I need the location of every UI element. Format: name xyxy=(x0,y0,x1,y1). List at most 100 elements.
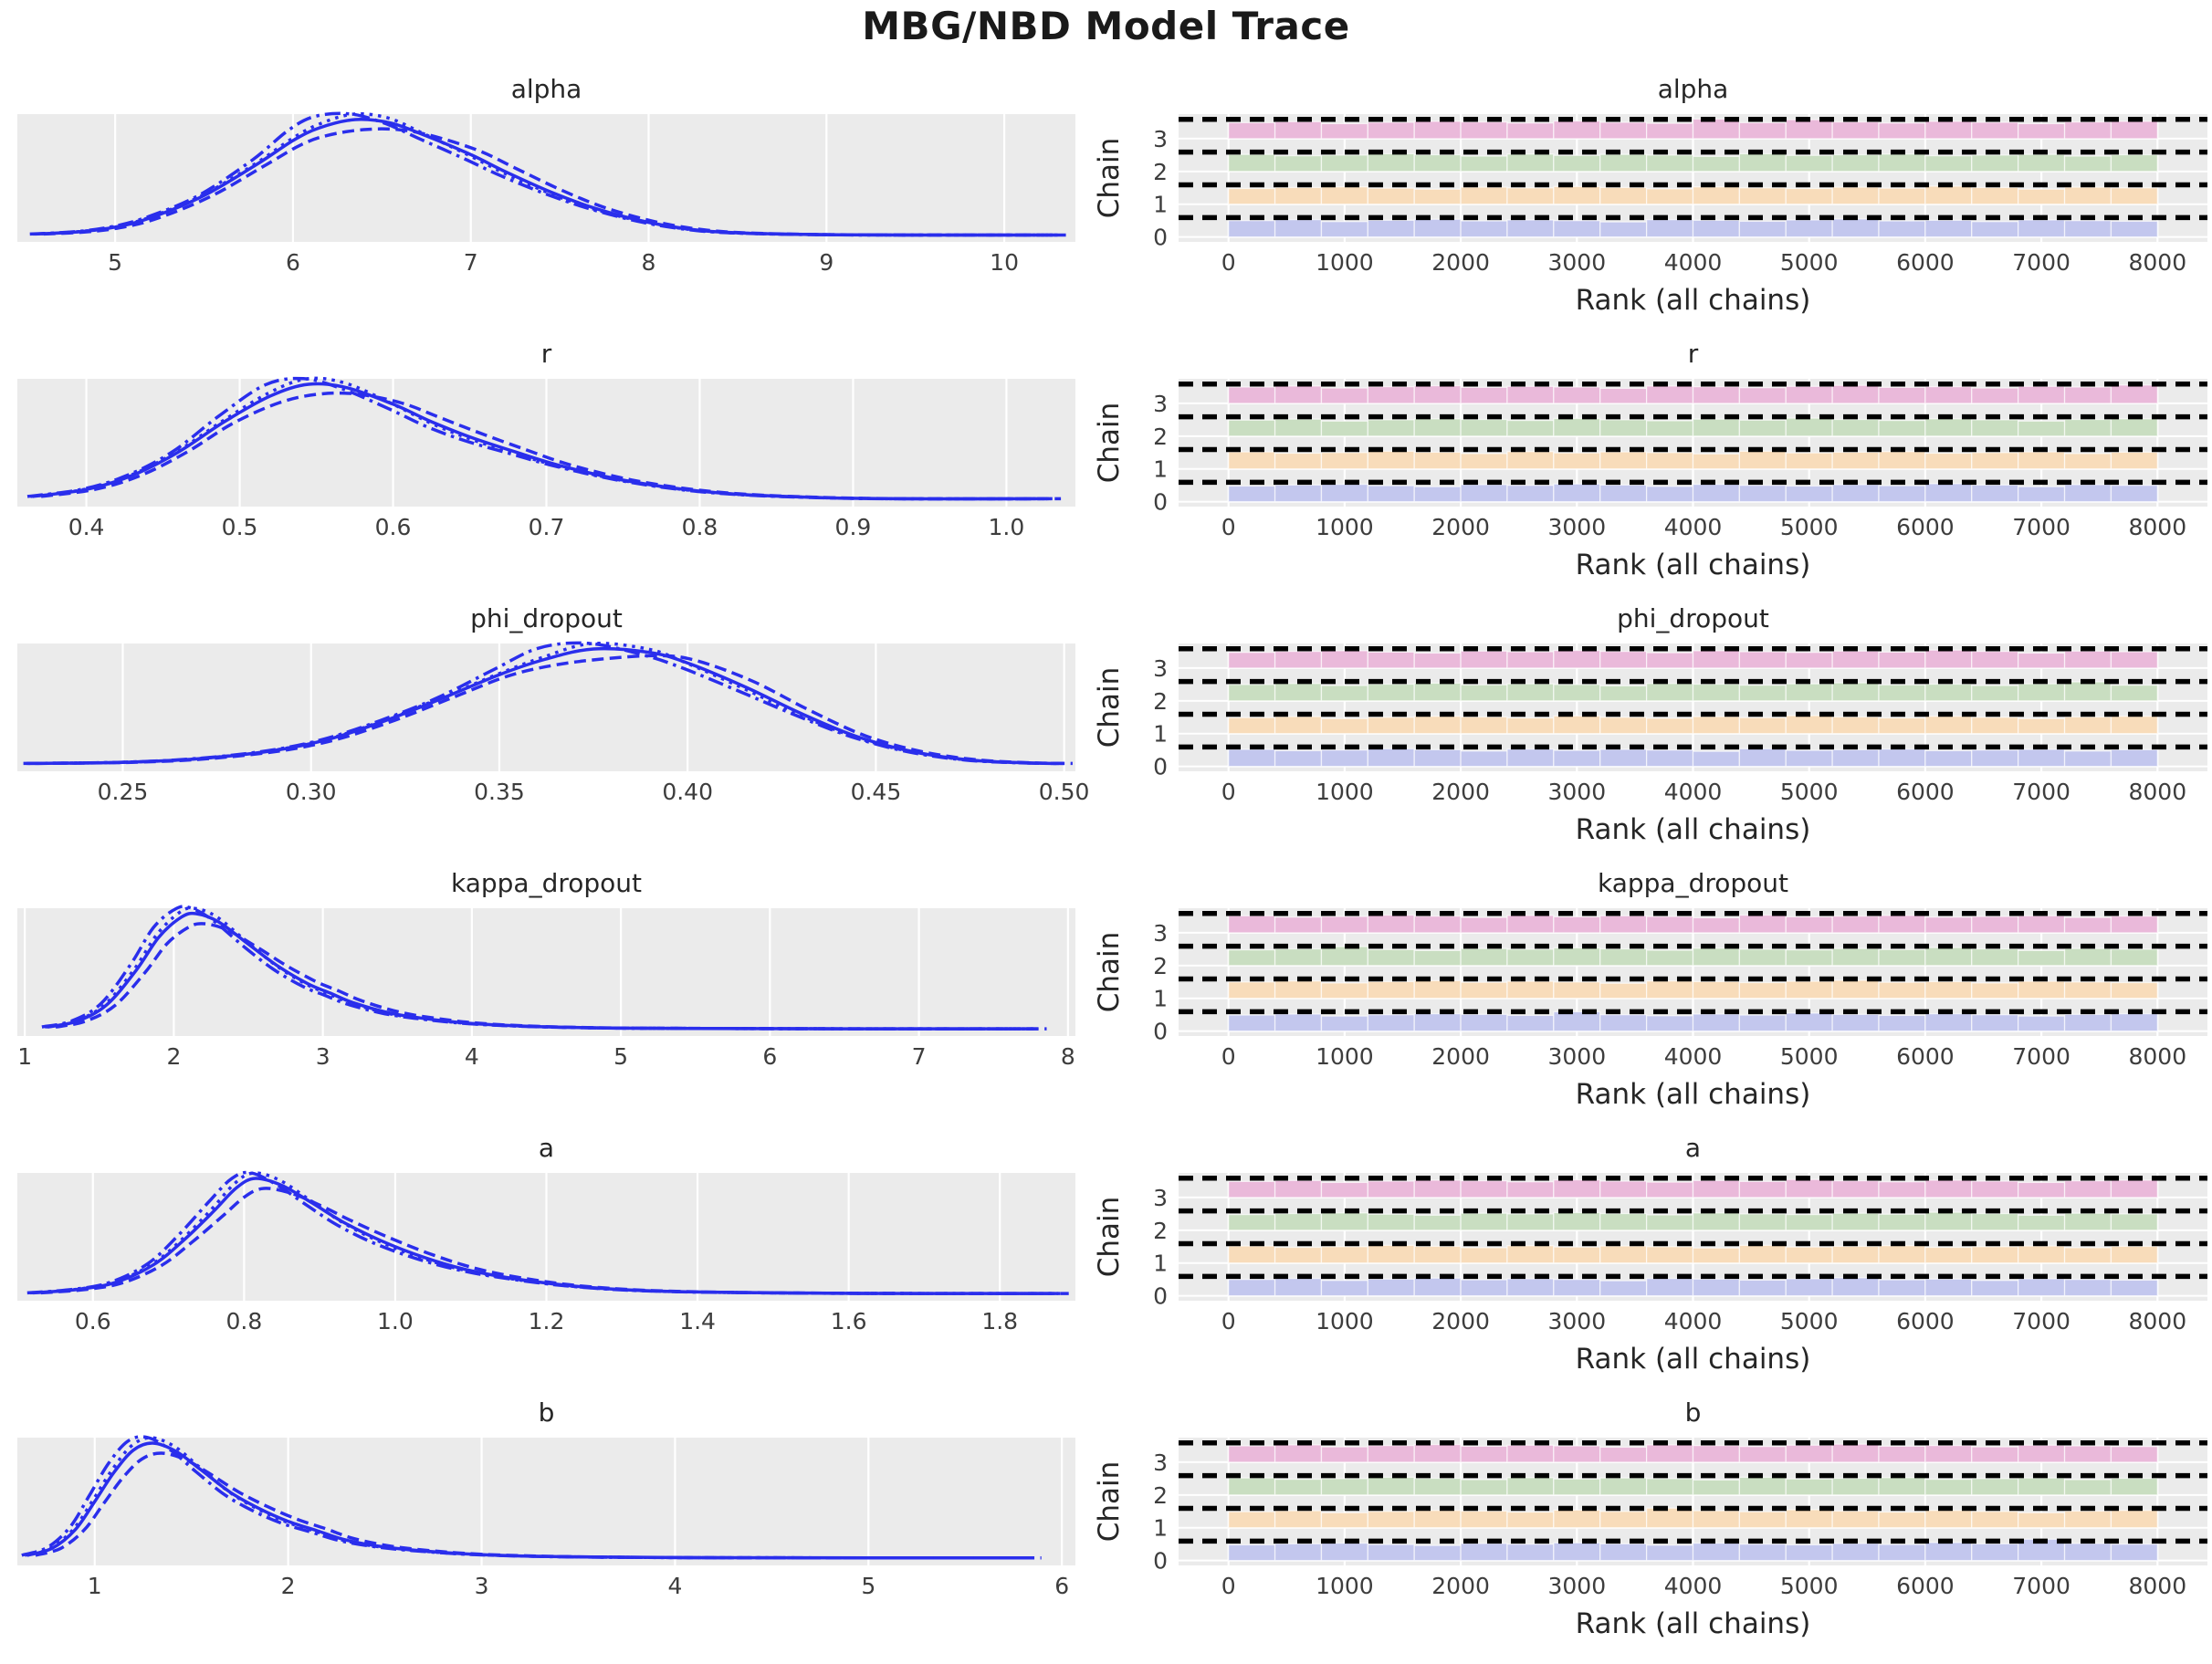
rank-bar xyxy=(1460,155,1508,173)
rank-bar xyxy=(1228,419,1276,437)
rank-bar xyxy=(2110,384,2158,404)
rank-bar xyxy=(1645,916,1694,934)
rank-x-axis-label: Rank (all chains) xyxy=(1576,1607,1811,1640)
rank-bar xyxy=(1460,484,1508,503)
rank-bar xyxy=(2063,1212,2112,1231)
rank-bar xyxy=(1367,1444,1415,1463)
rank-bar xyxy=(2110,220,2158,238)
kde-x-tick-label: 1.4 xyxy=(679,1308,716,1334)
rank-bar xyxy=(1599,484,1648,503)
rank-x-tick-label: 7000 xyxy=(2012,1573,2070,1599)
rank-bar xyxy=(1553,1211,1601,1231)
rank-x-tick-label: 6000 xyxy=(1896,1308,1955,1334)
rank-y-tick-label: 3 xyxy=(1153,126,1168,152)
rank-bar xyxy=(1367,914,1415,934)
rank-bar xyxy=(1228,915,1276,934)
rank-x-tick-label: 3000 xyxy=(1547,1043,1606,1070)
rank-bar xyxy=(1831,1212,1880,1231)
rank-bar xyxy=(1924,385,1973,404)
rank-bar xyxy=(1645,652,1694,669)
rank-bar xyxy=(1320,1512,1368,1529)
rank-bar xyxy=(1738,651,1787,669)
rank-bar xyxy=(1274,1510,1323,1529)
rank-bar xyxy=(1506,219,1555,238)
rank-title-phi_dropout: phi_dropout xyxy=(1617,603,1769,633)
rank-bar xyxy=(1785,652,1833,669)
rank-bar xyxy=(2018,915,2066,934)
kde-subplot-r: r 0.4 0.5 0.6 0.7 0.8 0.9 1.0 xyxy=(0,315,1082,580)
rank-bar xyxy=(1460,650,1508,669)
rank-bar xyxy=(1785,1444,1833,1463)
rank-bar xyxy=(1878,1181,1926,1198)
rank-subplot-alpha: alpha 0 1 2 3 0 1000 2000 3000 4000 5000 6000 7000 80… xyxy=(1082,50,2212,317)
rank-bar xyxy=(1831,1277,1880,1297)
rank-bar xyxy=(1274,1013,1323,1032)
rank-bar xyxy=(1274,186,1323,205)
kde-x-tick-label: 10 xyxy=(990,249,1019,276)
rank-bar xyxy=(1692,1179,1741,1198)
rank-bar xyxy=(1367,948,1415,967)
plot-row-kappa_dropout: kappa_dropout 1 2 3 4 5 6 7 8 kappa_dropout 0 1 2 3 0 1… xyxy=(0,844,2212,1111)
rank-bar xyxy=(1274,385,1323,404)
rank-x-tick-label: 3000 xyxy=(1547,514,1606,540)
rank-bar xyxy=(1320,1446,1368,1463)
rank-bar xyxy=(1785,749,1833,768)
rank-y-tick-label: 0 xyxy=(1153,754,1168,780)
rank-bar xyxy=(1274,154,1323,173)
rank-bar xyxy=(2018,122,2066,140)
rank-bar xyxy=(1878,651,1926,669)
rank-bar xyxy=(1228,1511,1276,1529)
kde-subplot-b: b 1 2 3 4 5 6 xyxy=(0,1374,1082,1638)
rank-bar xyxy=(1785,1178,1833,1198)
rank-bar xyxy=(1506,1477,1555,1496)
rank-bar xyxy=(1924,219,1973,238)
rank-bar xyxy=(1274,1277,1323,1297)
rank-bar xyxy=(1506,980,1555,999)
rank-bar xyxy=(1738,717,1787,735)
rank-bar xyxy=(2018,1181,2066,1198)
rank-bar xyxy=(1924,749,1973,768)
rank-bar xyxy=(1553,1010,1601,1032)
kde-title-kappa_dropout: kappa_dropout xyxy=(451,868,642,898)
rank-bar xyxy=(1692,1212,1741,1231)
rank-bar xyxy=(1274,916,1323,934)
kde-x-tick-label: 4 xyxy=(667,1573,682,1599)
rank-x-tick-label: 4000 xyxy=(1664,1043,1723,1070)
rank-bar xyxy=(1645,154,1694,173)
rank-bar xyxy=(1971,221,2019,238)
rank-bar xyxy=(1785,980,1833,999)
rank-bar xyxy=(1274,749,1323,768)
rank-bar xyxy=(1274,120,1323,140)
rank-y-tick-label: 3 xyxy=(1153,920,1168,947)
kde-x-tick-label: 3 xyxy=(316,1043,330,1070)
rank-bar xyxy=(1413,188,1462,205)
kde-x-tick-label: 1.0 xyxy=(989,514,1025,540)
plot-row-a: a 0.6 0.8 1.0 1.2 1.4 1.6 1.8 a 0 1 2 3 0 1000 2000 3000… xyxy=(0,1109,2212,1376)
rank-bar xyxy=(1599,121,1648,140)
rank-bar xyxy=(1738,121,1787,140)
rank-bar xyxy=(1228,485,1276,503)
rank-canvas-kappa_dropout: kappa_dropout 0 1 2 3 0 1000 2000 3000 4000 5000 60… xyxy=(1093,868,2207,1111)
rank-bar xyxy=(1878,187,1926,205)
rank-bar xyxy=(2018,1477,2066,1496)
rank-bars-chain-2 xyxy=(1228,152,2158,173)
rank-bar xyxy=(1506,1278,1555,1297)
kde-x-tick-label: 0.35 xyxy=(474,779,525,805)
rank-bar xyxy=(1460,453,1508,470)
rank-bar xyxy=(2063,1179,2112,1198)
rank-bar xyxy=(1971,1543,2019,1562)
rank-bar xyxy=(1599,1543,1648,1562)
rank-bar xyxy=(1413,979,1462,999)
kde-x-tick-label: 6 xyxy=(1054,1573,1069,1599)
rank-bar xyxy=(1553,1478,1601,1496)
rank-bar xyxy=(2110,418,2158,437)
rank-bar xyxy=(1274,1179,1323,1198)
rank-bar xyxy=(1599,982,1648,999)
kde-x-tick-label: 0.45 xyxy=(851,779,902,805)
kde-x-tick-label: 9 xyxy=(819,249,833,276)
rank-bar xyxy=(2110,684,2158,702)
rank-y-tick-label: 1 xyxy=(1153,721,1168,748)
kde-x-tick-label: 0.25 xyxy=(98,779,149,805)
rank-bar xyxy=(1460,1279,1508,1297)
rank-bar xyxy=(1831,153,1880,173)
